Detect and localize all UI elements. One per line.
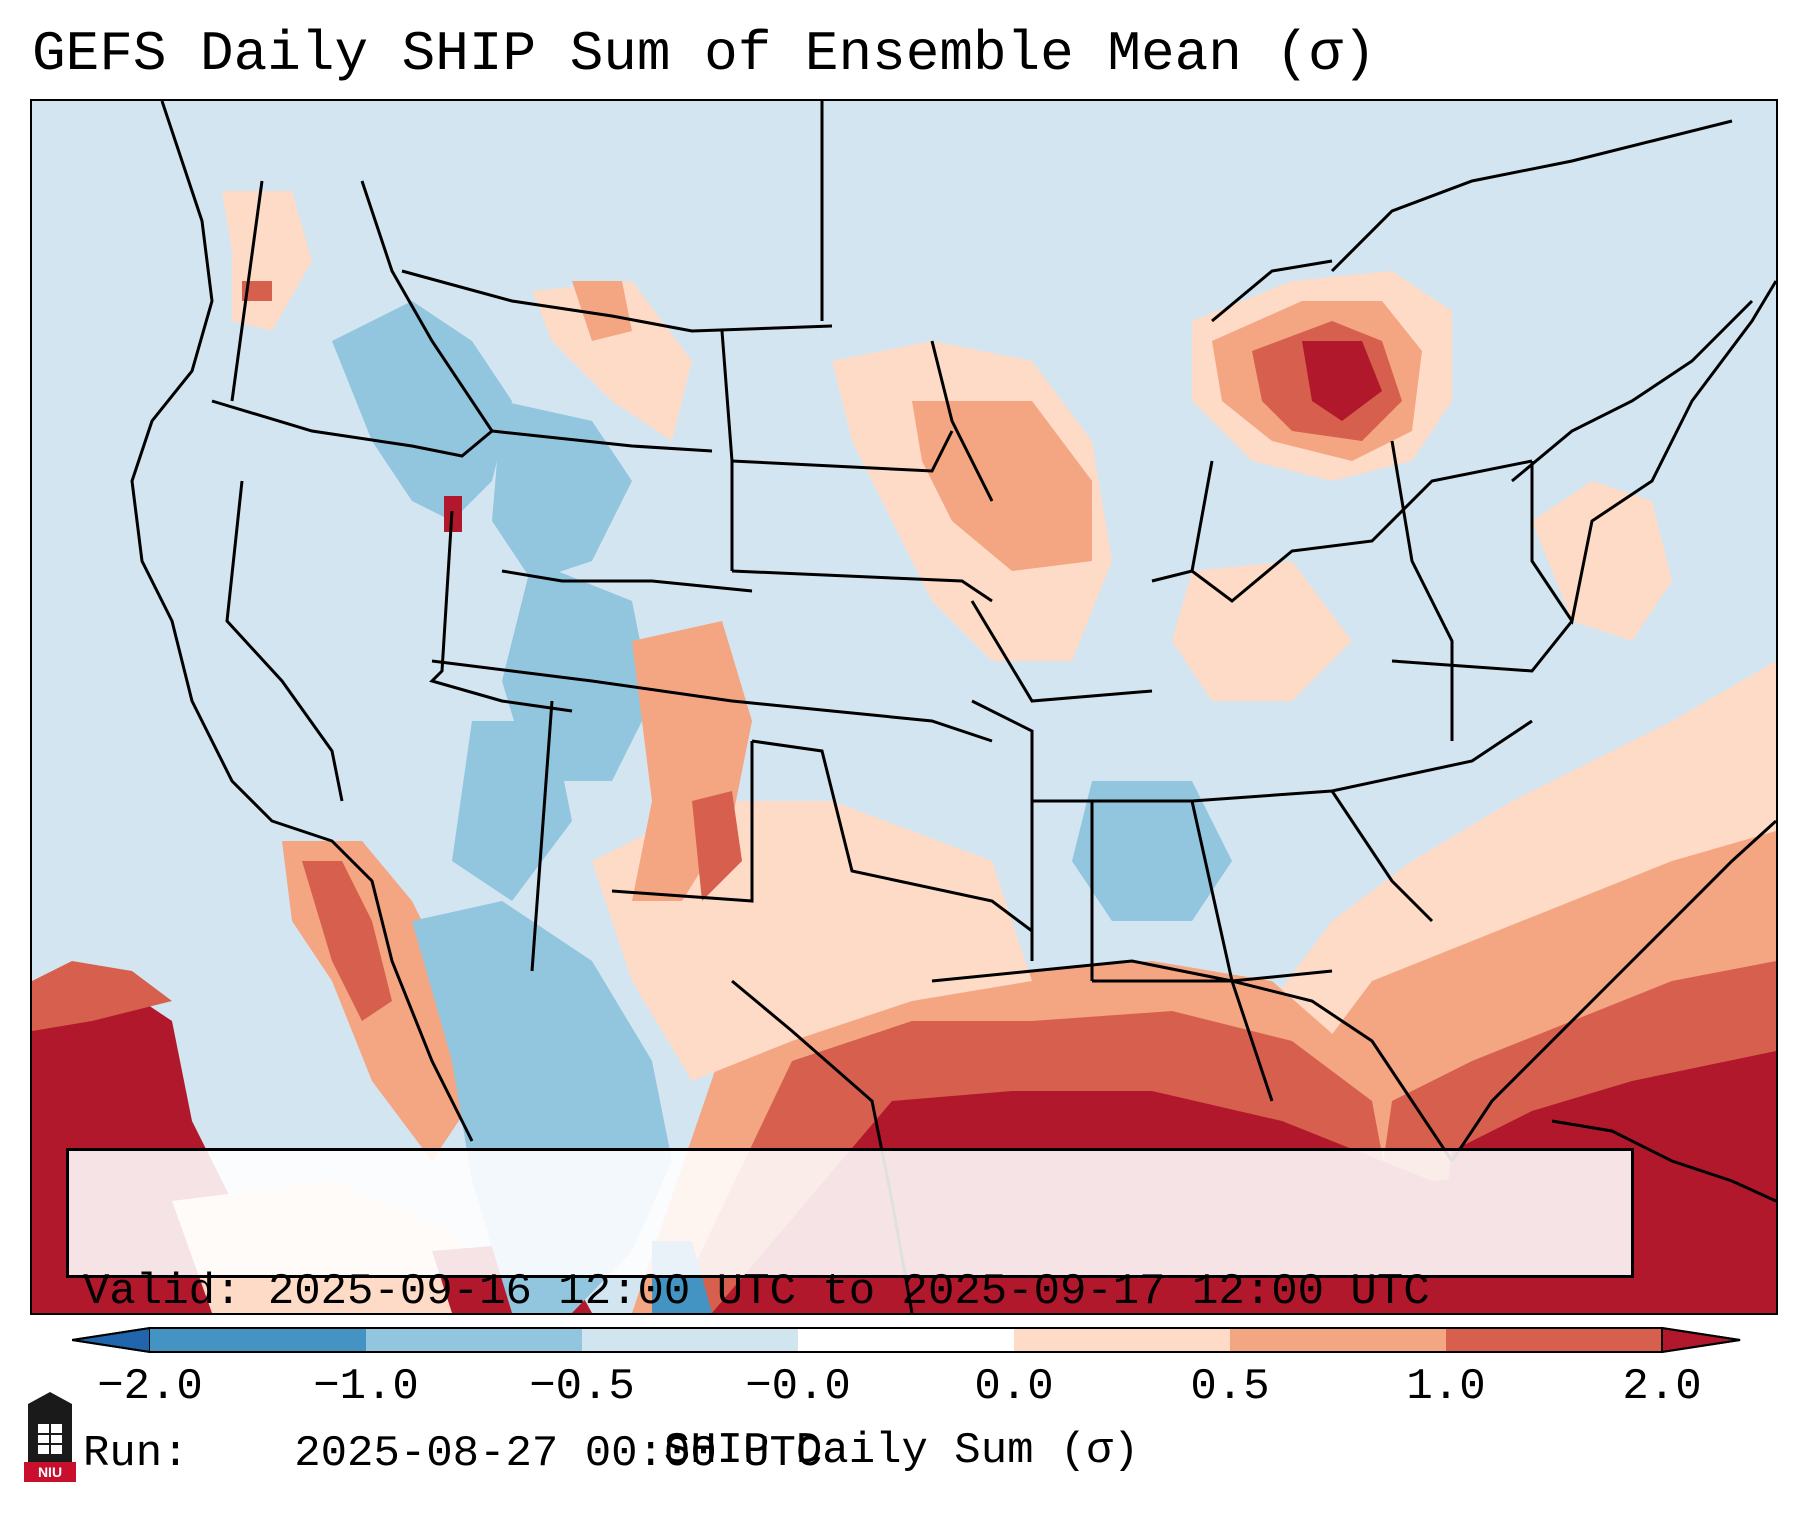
colorbar-label: SHIP Daily Sum (σ) xyxy=(663,1426,1140,1476)
niu-logo-icon: NIU xyxy=(24,1392,76,1482)
valid-label: Valid: xyxy=(83,1267,242,1317)
colorbar-bin-1 xyxy=(150,1328,366,1352)
colorbar xyxy=(72,1326,1741,1354)
svg-text:NIU: NIU xyxy=(38,1464,62,1480)
validity-info-box: Valid: 2025-09-16 12:00 UTC to 2025-09-1… xyxy=(66,1148,1634,1479)
colorbar-tick: −0.5 xyxy=(529,1362,635,1412)
colorbar-bin-7 xyxy=(1446,1328,1662,1352)
boundary-lines xyxy=(130,101,1776,1313)
colorbar-bin-2 xyxy=(366,1328,582,1352)
colorbar-bin-3 xyxy=(582,1328,798,1352)
colorbar-tick: −1.0 xyxy=(313,1362,419,1412)
colorbar-bin-5 xyxy=(1014,1328,1230,1352)
colorbar-tick: 1.0 xyxy=(1406,1362,1486,1412)
colorbar-tick: 0.5 xyxy=(1190,1362,1270,1412)
map-panel xyxy=(30,99,1778,1315)
colorbar-extend-low xyxy=(72,1326,151,1354)
colorbar-tick: 2.0 xyxy=(1622,1362,1702,1412)
run-label: Run: xyxy=(83,1429,189,1479)
colorbar-bin-6 xyxy=(1230,1328,1446,1352)
run-row: Run: 2025-08-27 00:00 UTC xyxy=(83,1427,1617,1481)
colorbar-tick: −0.0 xyxy=(745,1362,851,1412)
run-value: 2025-08-27 00:00 UTC xyxy=(294,1429,823,1479)
colorbar-bin-4 xyxy=(798,1328,1014,1352)
anomaly-map xyxy=(32,101,1776,1313)
valid-row: Valid: 2025-09-16 12:00 UTC to 2025-09-1… xyxy=(83,1265,1617,1319)
colorbar-tick: 0.0 xyxy=(974,1362,1054,1412)
valid-value: 2025-09-16 12:00 UTC to 2025-09-17 12:00… xyxy=(267,1267,1430,1317)
colorbar-extend-high xyxy=(1661,1326,1741,1354)
colorbar-tick: −2.0 xyxy=(97,1362,203,1412)
map-title: GEFS Daily SHIP Sum of Ensemble Mean (σ) xyxy=(32,22,1377,86)
